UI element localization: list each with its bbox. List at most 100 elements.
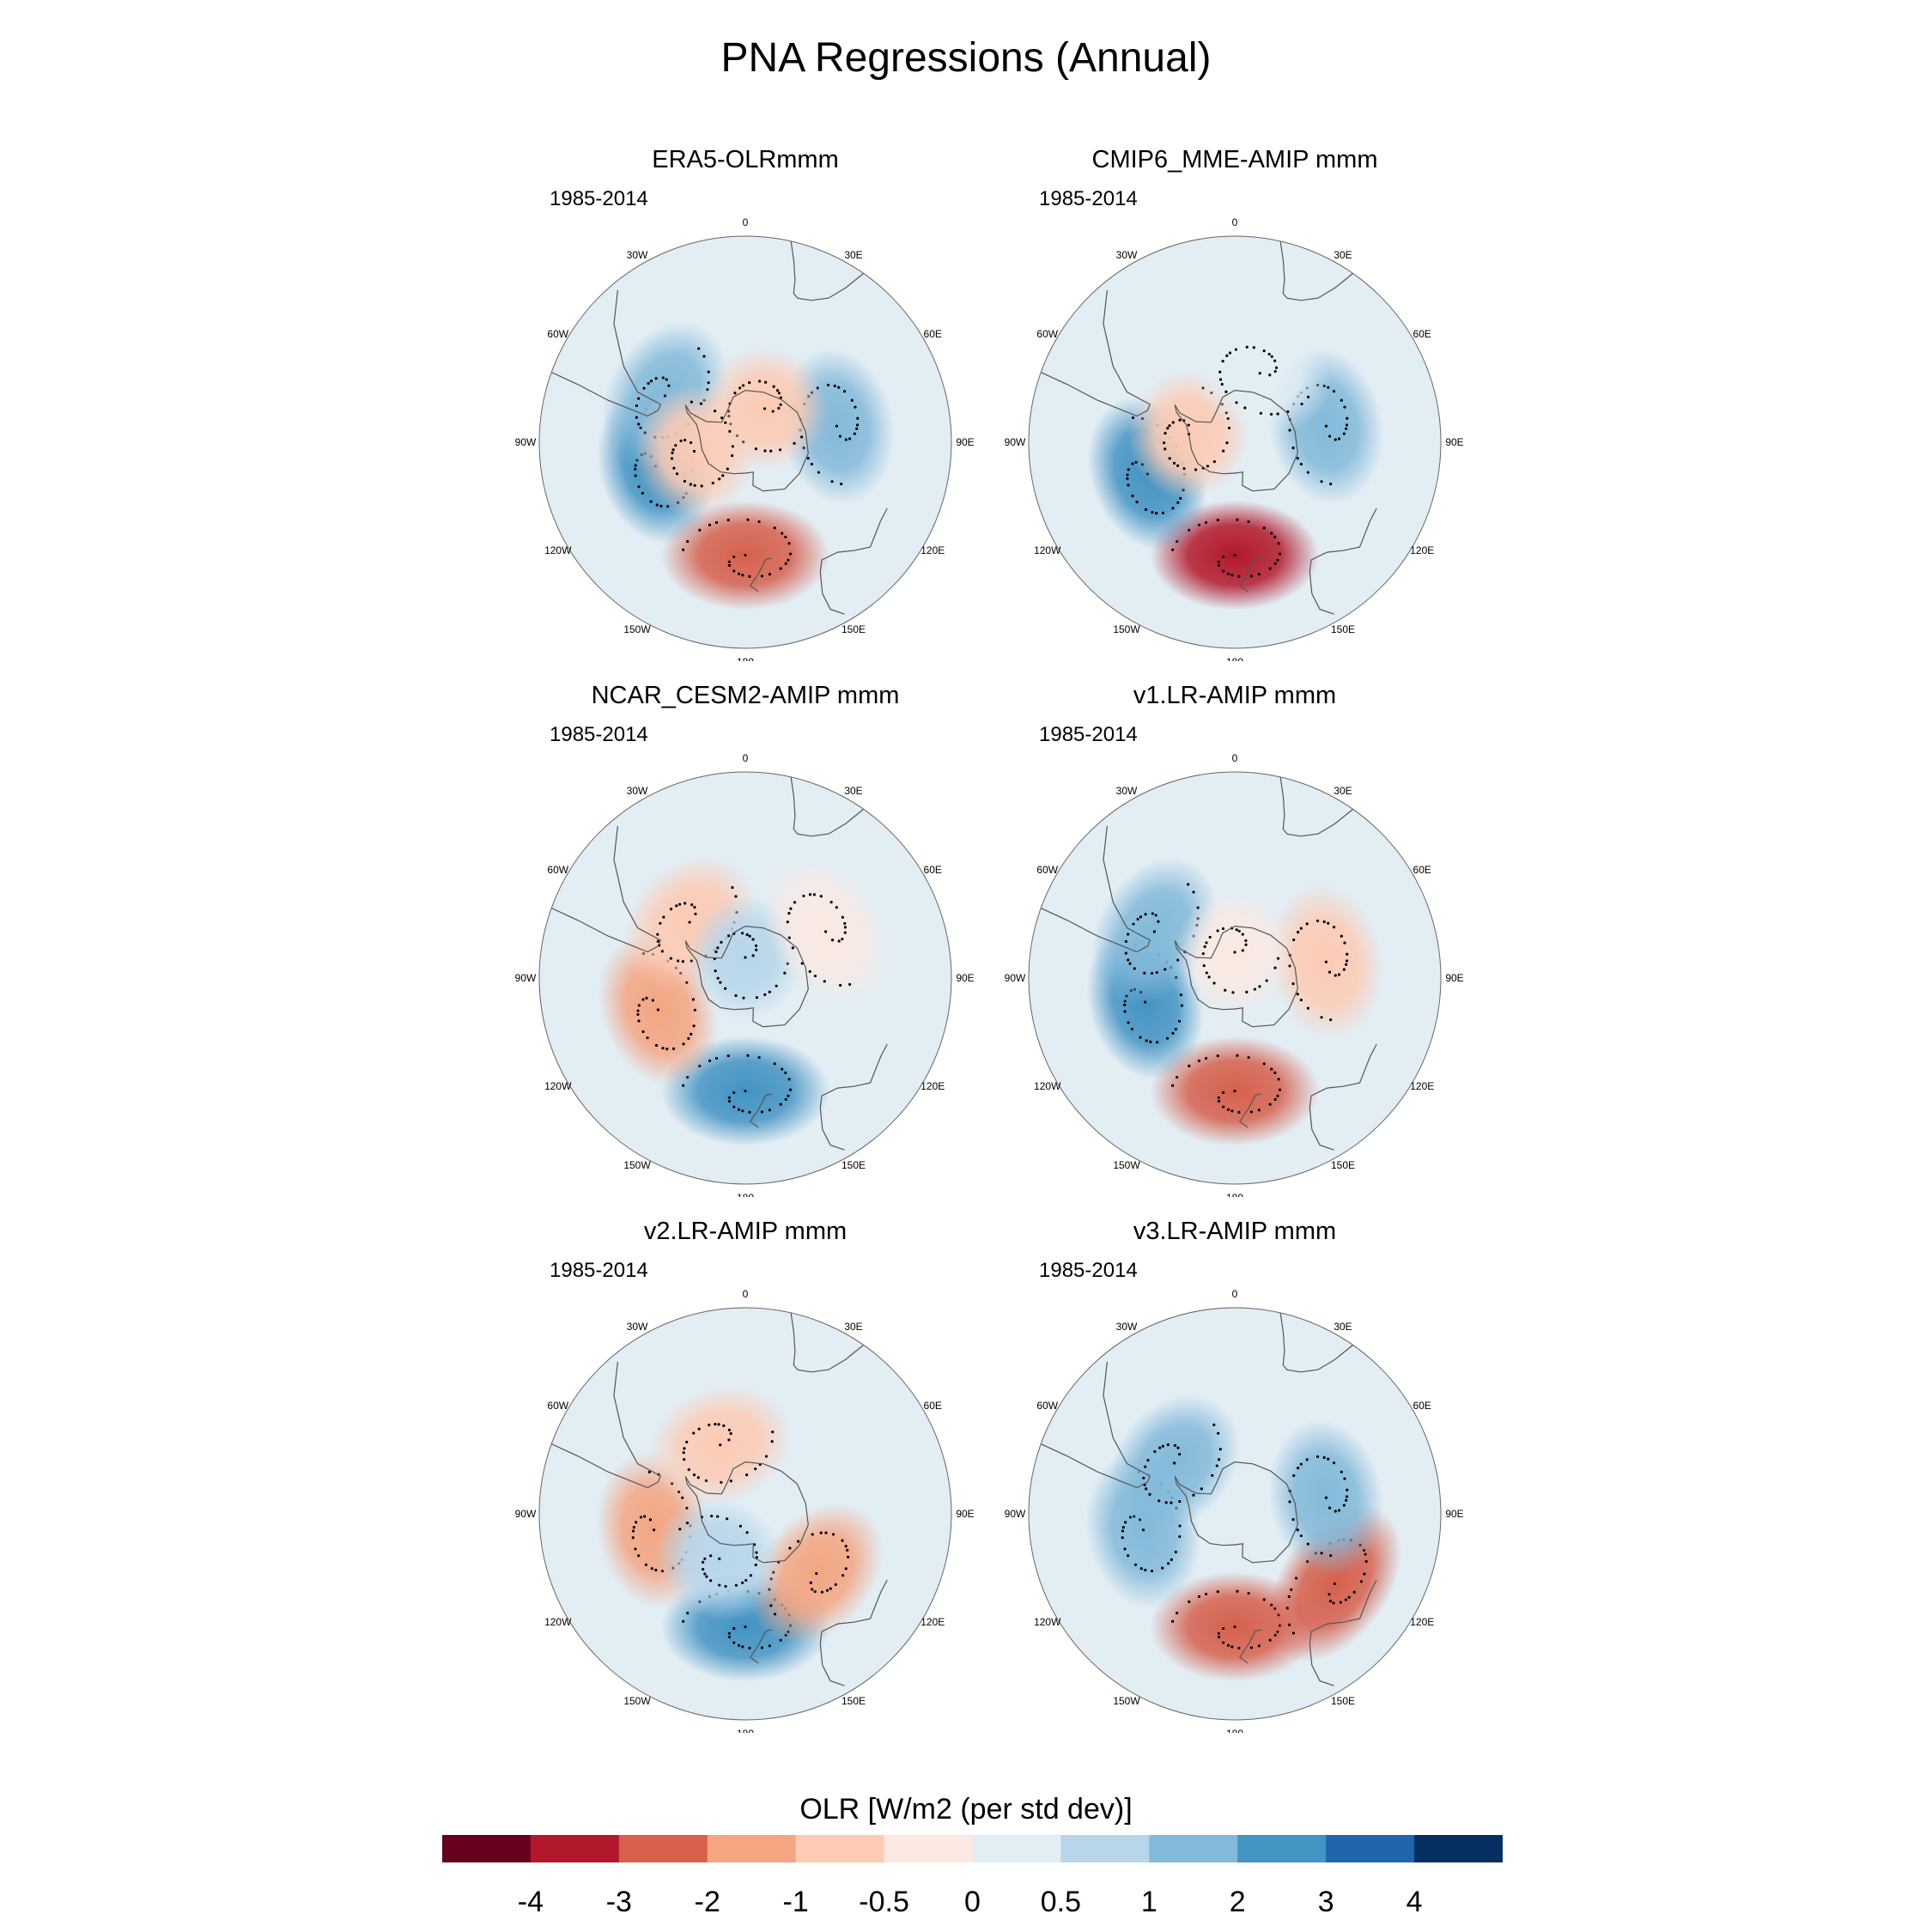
stipple-dot xyxy=(724,1584,727,1589)
stipple-dot xyxy=(1346,952,1349,956)
stipple-dot xyxy=(1245,345,1249,349)
stipple-dot xyxy=(713,410,717,413)
stipple-dot xyxy=(779,1103,782,1106)
stipple-dot xyxy=(677,959,680,963)
stipple-dot xyxy=(1320,1552,1323,1555)
stipple-dot xyxy=(1345,427,1348,430)
stipple-dot xyxy=(757,519,761,524)
stipple-dot xyxy=(786,920,789,924)
stipple-dot xyxy=(744,553,747,557)
longitude-label: 90E xyxy=(956,436,974,448)
stipple-dot xyxy=(757,380,762,383)
stipple-dot xyxy=(1127,1554,1130,1558)
stipple-dot xyxy=(1217,563,1221,568)
stipple-dot xyxy=(1153,1449,1157,1454)
coastline-australia xyxy=(1309,1043,1377,1151)
stipple-dot xyxy=(848,437,852,440)
stipple-dot xyxy=(829,901,833,904)
stipple-dot xyxy=(737,572,741,575)
stipple-dot xyxy=(1170,1501,1173,1504)
stipple-dot xyxy=(1332,390,1336,393)
stipple-dot xyxy=(1173,1443,1177,1448)
stipple-dot xyxy=(763,993,767,996)
stipple-dot xyxy=(1327,1506,1332,1510)
stipple-dot xyxy=(636,1009,640,1012)
stipple-dot xyxy=(1327,921,1330,925)
stipple-dot xyxy=(1124,939,1128,944)
stipple-dot xyxy=(770,1440,774,1443)
map-panel-v2: v2.LR-AMIP mmm 1985-2014 0 30E 60E 90E 120E 150… xyxy=(505,1218,986,1733)
longitude-label: 120W xyxy=(1034,544,1061,556)
stipple-dot xyxy=(650,1567,653,1571)
stipple-dot xyxy=(1222,449,1225,453)
stipple-dot xyxy=(1222,555,1225,559)
stipple-dot xyxy=(1307,395,1310,398)
stipple-dot xyxy=(679,439,683,443)
stipple-dot xyxy=(642,386,646,390)
stipple-dot xyxy=(1320,1016,1323,1019)
stipple-dot xyxy=(1178,418,1182,422)
stipple-dot xyxy=(1233,1625,1236,1629)
colorbar-tick-label: -0.5 xyxy=(859,1886,909,1918)
stipple-dot xyxy=(1236,518,1239,521)
stipple-dot xyxy=(1221,927,1225,931)
stipple-dot xyxy=(1222,1626,1225,1631)
stipple-dot xyxy=(656,1008,660,1012)
stipple-dot xyxy=(1164,1501,1168,1504)
stipple-dot xyxy=(1315,919,1320,923)
stipple-dot xyxy=(714,520,719,525)
stipple-dot xyxy=(1236,1589,1239,1593)
stipple-dot xyxy=(773,526,776,530)
panel-title: v2.LR-AMIP mmm xyxy=(643,1218,848,1245)
stipple-dot xyxy=(1127,933,1130,936)
stipple-dot xyxy=(1327,1593,1331,1596)
stipple-dot xyxy=(1148,1492,1151,1496)
stipple-dot xyxy=(1265,979,1268,982)
stipple-dot xyxy=(741,1645,744,1649)
stipple-dot xyxy=(1217,1631,1220,1635)
stipple-dot xyxy=(1299,1534,1303,1538)
stipple-dot xyxy=(734,993,738,998)
longitude-label: 0 xyxy=(743,752,749,764)
stipple-dot xyxy=(1299,462,1303,466)
stipple-dot xyxy=(1131,494,1134,498)
stipple-dot xyxy=(1262,349,1266,353)
stipple-dot xyxy=(1244,939,1248,943)
stipple-dot xyxy=(1347,1595,1351,1599)
stipple-dot xyxy=(1276,412,1279,416)
stipple-dot xyxy=(1171,421,1175,424)
stipple-dot xyxy=(1163,431,1167,435)
stipple-dot xyxy=(1220,382,1224,386)
longitude-label: 60E xyxy=(1413,1400,1431,1412)
stipple-dot xyxy=(656,933,659,936)
stipple-dot xyxy=(708,523,712,526)
stipple-dot xyxy=(1243,406,1247,410)
stipple-dot xyxy=(789,907,793,910)
stipple-dot xyxy=(662,915,665,919)
stipple-dot xyxy=(1227,426,1231,430)
stipple-dot xyxy=(1203,945,1206,949)
stipple-dot xyxy=(833,384,836,388)
stipple-dot xyxy=(823,980,826,983)
longitude-label: 0 xyxy=(1232,1288,1238,1300)
stipple-dot xyxy=(779,396,782,399)
stipple-dot xyxy=(682,1084,685,1087)
stipple-dot xyxy=(1231,991,1235,994)
stipple-dot xyxy=(702,355,706,358)
stipple-dot xyxy=(769,449,773,453)
stipple-dot xyxy=(1156,1041,1159,1044)
colorbar-swatch xyxy=(795,1835,885,1862)
stipple-dot xyxy=(1161,1566,1164,1570)
stipple-dot xyxy=(1131,462,1134,465)
stipple-dot xyxy=(1322,1455,1326,1460)
longitude-label: 120W xyxy=(544,1616,572,1628)
stipple-dot xyxy=(746,1054,750,1057)
longitude-label: 150E xyxy=(1331,1695,1355,1707)
stipple-dot xyxy=(1212,1423,1216,1426)
stipple-dot xyxy=(691,998,696,1001)
stipple-dot xyxy=(1124,1521,1127,1524)
stipple-dot xyxy=(829,1587,832,1590)
stipple-dot xyxy=(1324,1496,1328,1499)
stipple-dot xyxy=(745,1473,749,1477)
stipple-dot xyxy=(708,1423,711,1427)
